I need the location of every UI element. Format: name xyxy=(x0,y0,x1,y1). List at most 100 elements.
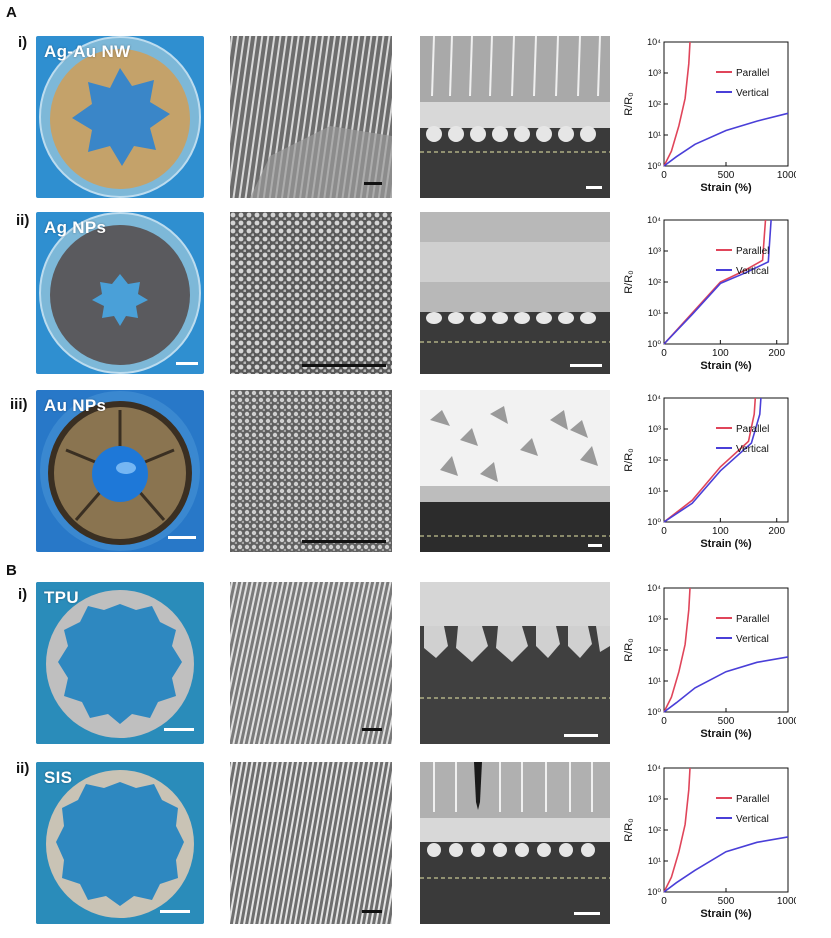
sample-disc-illustration xyxy=(36,762,204,924)
y-tick-label: 10⁰ xyxy=(647,707,661,717)
series-line-parallel xyxy=(663,587,691,713)
scale-bar xyxy=(570,364,602,367)
sem-top-sis xyxy=(230,762,392,924)
legend-label: Vertical xyxy=(736,444,769,455)
x-tick-label: 1000 xyxy=(777,716,796,727)
x-tick-label: 0 xyxy=(661,170,667,181)
scale-bar xyxy=(574,912,600,915)
y-tick-label: 10⁴ xyxy=(647,583,661,593)
series-line-vertical xyxy=(663,219,772,345)
y-axis-label: R/R₀ xyxy=(623,270,635,294)
legend-label: Vertical xyxy=(736,634,769,645)
y-tick-label: 10³ xyxy=(648,614,661,624)
legend-label: Vertical xyxy=(736,814,769,825)
photo-sis: SIS xyxy=(36,762,204,924)
sample-disc-illustration xyxy=(39,212,201,374)
y-tick-label: 10³ xyxy=(648,246,661,256)
series-line-vertical xyxy=(663,112,789,167)
series-line-parallel xyxy=(663,41,691,167)
x-tick-label: 200 xyxy=(768,348,785,359)
y-tick-label: 10¹ xyxy=(648,676,661,686)
plot-frame xyxy=(663,767,789,893)
chart-b-i: 10⁰ 10¹ 10² 10³ 10⁴ 0 500 1000 Strain (%) R/R₀ Par… xyxy=(623,583,796,740)
sem-top-ag-nps xyxy=(230,212,392,374)
y-axis-label: R/R₀ xyxy=(623,638,635,662)
y-tick-label: 10⁴ xyxy=(647,763,661,773)
series-line-parallel xyxy=(663,767,691,893)
x-tick-label: 100 xyxy=(712,348,729,359)
series-line-vertical xyxy=(663,836,789,893)
scale-bar xyxy=(302,364,386,367)
sem-top-tpu xyxy=(230,582,392,744)
y-tick-label: 10¹ xyxy=(648,486,661,496)
x-tick-label: 0 xyxy=(661,348,667,359)
row-label-a-ii: ii) xyxy=(16,212,30,229)
photo-au-nps: Au NPs xyxy=(36,390,204,552)
scale-bar xyxy=(302,540,386,543)
photo-ag-au-nw: Ag-Au NW xyxy=(36,36,204,198)
y-tick-label: 10² xyxy=(648,277,661,287)
chart-a-ii: 10⁰ 10¹ 10² 10³ 10⁴ 0 100 200 Strain (%) R/R₀ Para… xyxy=(623,215,789,372)
y-tick-label: 10² xyxy=(648,455,661,465)
plot-frame xyxy=(663,587,789,713)
series-line-parallel xyxy=(663,397,757,523)
y-axis-label: R/R₀ xyxy=(623,818,635,842)
chart-b-ii: 10⁰ 10¹ 10² 10³ 10⁴ 0 500 1000 Strain (%) R/R₀ Par… xyxy=(623,763,796,920)
section-label-b: B xyxy=(6,562,17,579)
y-tick-label: 10⁰ xyxy=(647,887,661,897)
x-tick-label: 1000 xyxy=(777,170,796,181)
y-tick-label: 10² xyxy=(648,645,661,655)
scale-bar xyxy=(168,536,196,539)
sample-disc-illustration xyxy=(36,582,204,744)
photo-label: Ag-Au NW xyxy=(44,42,131,61)
x-axis-label: Strain (%) xyxy=(700,908,752,920)
sem-cross-ag-nps xyxy=(420,212,610,374)
photo-label: Au NPs xyxy=(44,396,107,415)
sem-top-ag-au-nw xyxy=(230,36,392,198)
chart-a-iii: 10⁰ 10¹ 10² 10³ 10⁴ 0 100 200 Strain (%) R/R₀ Para… xyxy=(623,393,789,550)
x-tick-label: 500 xyxy=(718,170,735,181)
plot-frame xyxy=(663,41,789,167)
x-tick-label: 500 xyxy=(718,896,735,907)
y-tick-label: 10³ xyxy=(648,794,661,804)
row-label-b-i: i) xyxy=(18,586,28,603)
x-axis-label: Strain (%) xyxy=(700,360,752,372)
scale-bar xyxy=(586,186,602,189)
legend-label: Parallel xyxy=(736,794,769,805)
scale-bar xyxy=(164,728,194,731)
y-tick-label: 10¹ xyxy=(648,856,661,866)
scale-bar xyxy=(588,544,602,547)
series-line-vertical xyxy=(663,397,762,523)
scale-bar xyxy=(176,362,198,365)
sem-cross-ag-au-nw xyxy=(420,36,610,198)
row-label-b-ii: ii) xyxy=(16,760,30,777)
x-axis-label: Strain (%) xyxy=(700,182,752,194)
section-label-a: A xyxy=(6,4,17,21)
x-axis-label: Strain (%) xyxy=(700,728,752,740)
scale-bar xyxy=(362,728,382,731)
scale-bar xyxy=(364,182,382,185)
y-tick-label: 10⁰ xyxy=(647,517,661,527)
photo-ag-nps: Ag NPs xyxy=(36,212,204,374)
x-tick-label: 200 xyxy=(768,526,785,537)
y-tick-label: 10⁴ xyxy=(647,215,661,225)
x-tick-label: 0 xyxy=(661,896,667,907)
legend-label: Vertical xyxy=(736,266,769,277)
sample-disc-illustration xyxy=(40,391,200,551)
x-tick-label: 0 xyxy=(661,716,667,727)
photo-tpu: TPU xyxy=(36,582,204,744)
sample-disc-illustration xyxy=(39,36,201,198)
y-tick-label: 10² xyxy=(648,825,661,835)
y-tick-label: 10¹ xyxy=(648,308,661,318)
x-tick-label: 500 xyxy=(718,716,735,727)
sem-cross-au-nps xyxy=(420,390,610,552)
row-label-a-iii: iii) xyxy=(10,396,28,413)
y-tick-label: 10³ xyxy=(648,424,661,434)
scale-bar xyxy=(362,910,382,913)
photo-label: Ag NPs xyxy=(44,218,107,237)
legend-label: Vertical xyxy=(736,88,769,99)
legend-label: Parallel xyxy=(736,246,769,257)
y-tick-label: 10⁰ xyxy=(647,161,661,171)
y-axis-label: R/R₀ xyxy=(623,92,635,116)
chart-a-i: 10⁰ 10¹ 10² 10³ 10⁴ 0 500 1000 Strain (%) R/R₀ Par… xyxy=(623,37,796,194)
